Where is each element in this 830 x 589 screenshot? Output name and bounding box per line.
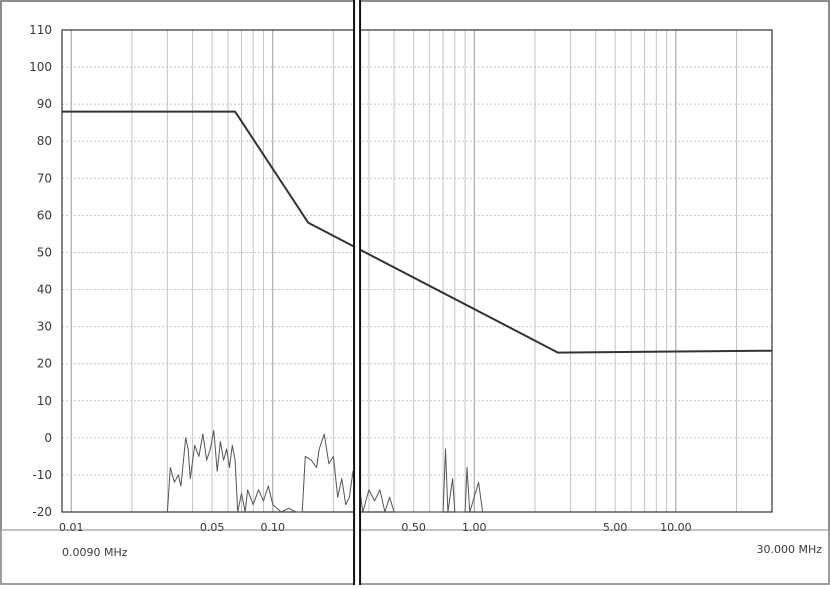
y-tick-label: 40 — [37, 283, 52, 297]
y-tick-label: 110 — [29, 23, 52, 37]
x-tick-label: 0.50 — [401, 521, 426, 534]
grid — [61, 29, 773, 513]
limit-line — [62, 110, 773, 354]
series-group — [62, 110, 773, 513]
y-tick-label: 100 — [29, 60, 52, 74]
cursor-gap — [354, 0, 361, 585]
cursor-line[interactable] — [353, 0, 362, 585]
y-tick-label: 0 — [44, 431, 52, 445]
y-tick-label: 90 — [37, 97, 52, 111]
y-tick-label: 10 — [37, 394, 52, 408]
y-tick-label: -10 — [32, 468, 52, 482]
x-tick-label: 10.00 — [660, 521, 692, 534]
y-tick-label: -20 — [32, 505, 52, 519]
y-tick-label: 70 — [37, 171, 52, 185]
y-tick-label: 60 — [37, 208, 52, 222]
y-tick-label: 20 — [37, 357, 52, 371]
x-end-label: 30.000 MHz — [756, 543, 822, 556]
x-tick-label: 0.05 — [200, 521, 225, 534]
x-start-label: 0.0090 MHz — [62, 546, 128, 559]
y-tick-label: 80 — [37, 134, 52, 148]
footer-border — [0, 529, 830, 585]
x-tick-label: 0.01 — [59, 521, 84, 534]
y-tick-label: 30 — [37, 320, 52, 334]
y-tick-label: 50 — [37, 245, 52, 259]
x-tick-label: 5.00 — [603, 521, 628, 534]
measurement-trace — [166, 429, 484, 513]
x-tick-label: 0.10 — [261, 521, 286, 534]
x-tick-labels: 0.01 0.05 0.10 0.50 1.00 5.00 10.00 — [59, 521, 692, 534]
x-tick-label: 1.00 — [462, 521, 487, 534]
